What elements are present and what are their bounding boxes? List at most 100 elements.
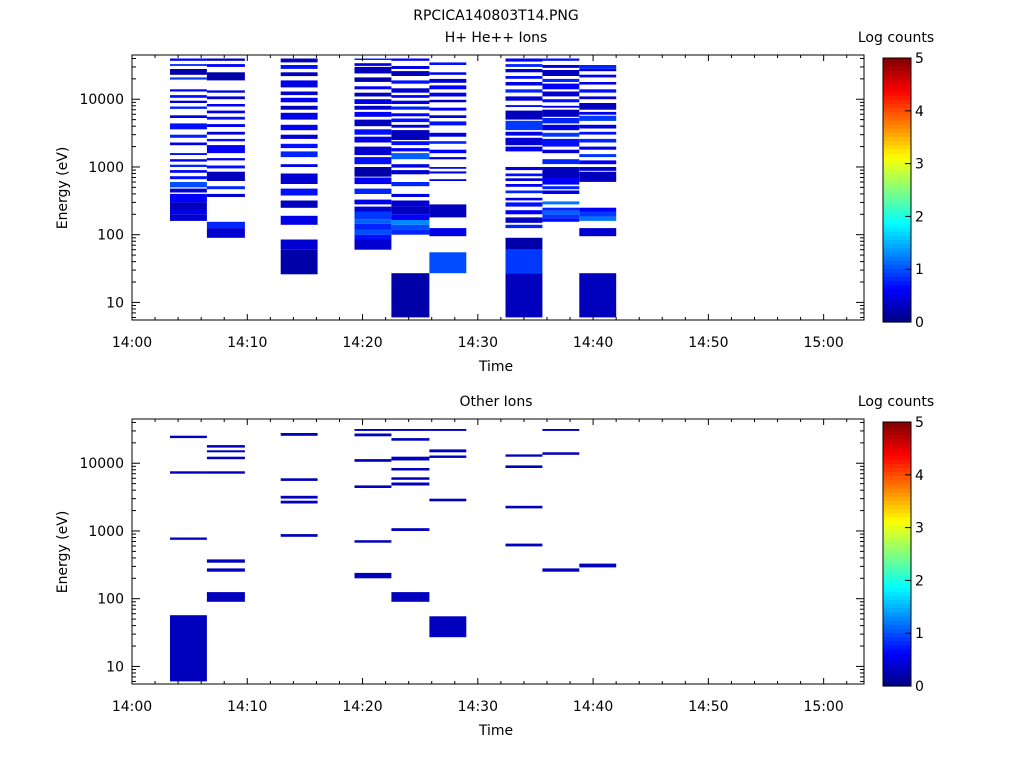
heatmap-cell <box>391 118 430 123</box>
colorbar-segment <box>883 549 911 555</box>
colorbar-segment <box>883 119 911 125</box>
heatmap-cell <box>505 249 543 274</box>
colorbar-label: Log counts <box>858 394 934 410</box>
colorbar-segment <box>883 607 911 613</box>
heatmap-cell <box>579 103 617 110</box>
heatmap-cell <box>206 104 245 107</box>
y-tick-label: 100 <box>97 592 124 608</box>
colorbar-tick-label: 2 <box>915 573 924 589</box>
heatmap-cell <box>579 138 617 143</box>
colorbar-segment <box>883 317 911 323</box>
heatmap-cell <box>391 66 430 69</box>
colorbar-segment <box>883 587 911 592</box>
heatmap-cell <box>505 120 543 131</box>
y-tick-label: 10000 <box>79 456 124 472</box>
heatmap-cell <box>505 110 543 120</box>
heatmap-cell <box>505 210 543 215</box>
heatmap-cell <box>280 112 318 120</box>
heatmap-cell <box>429 132 467 137</box>
colorbar-segment <box>883 500 911 506</box>
heatmap-cell <box>170 164 207 167</box>
panel-other-ions: Other Ions 14:00 14:10 14:20 14:30 14:40 14:5… <box>55 394 934 739</box>
heatmap-cell <box>505 184 543 187</box>
colorbar-segment <box>883 574 911 580</box>
colorbar-segment <box>883 570 911 576</box>
colorbar-segment <box>883 603 911 609</box>
heatmap-cell <box>542 78 580 82</box>
colorbar-segment <box>883 677 911 683</box>
colorbar-segment <box>883 615 911 621</box>
heatmap-cell <box>206 158 245 161</box>
heatmap-cell <box>579 228 617 237</box>
heatmap-cell <box>429 167 467 169</box>
heatmap-cell <box>429 99 467 103</box>
colorbar-segment <box>883 268 911 274</box>
colorbar-segment <box>883 525 911 530</box>
heatmap-cell <box>505 69 543 73</box>
y-tick-label: 10000 <box>79 92 124 108</box>
panel-title: H+ He++ Ions <box>445 30 548 46</box>
heatmap-cell <box>579 207 617 212</box>
heatmap-cell <box>170 182 207 188</box>
y-tick-label: 1000 <box>88 524 124 540</box>
heatmap-cell <box>280 91 318 96</box>
heatmap-cell <box>391 224 430 230</box>
heatmap-cell <box>391 206 430 215</box>
colorbar-segment <box>883 578 911 584</box>
heatmap-cell <box>206 445 245 448</box>
heatmap-cell <box>579 211 617 217</box>
heatmap-cell <box>170 176 207 180</box>
heatmap-cell <box>505 96 543 101</box>
panel-h-he-ions: H+ He++ Ions 14:00 14:10 14:20 14:30 14:40 14… <box>55 30 934 375</box>
heatmap-cell <box>170 89 207 92</box>
y-tick-label: 100 <box>97 228 124 244</box>
colorbar-segment <box>883 243 911 249</box>
x-tick-label: 14:40 <box>573 335 613 351</box>
heatmap-cell <box>579 154 617 158</box>
heatmap-cell <box>354 219 392 224</box>
heatmap-cell <box>542 452 580 455</box>
colorbar-segment <box>883 558 911 563</box>
heatmap-cells <box>170 429 617 682</box>
x-tick-label: 14:00 <box>112 335 152 351</box>
colorbar-segment <box>883 66 911 71</box>
heatmap-cell <box>542 149 580 154</box>
heatmap-cell <box>391 477 430 480</box>
heatmap-cell <box>280 72 318 77</box>
colorbar-segment <box>883 541 911 547</box>
colorbar-segment <box>883 648 911 654</box>
heatmap-cell <box>280 215 318 225</box>
heatmap-cell <box>280 124 318 131</box>
colorbar-segment <box>883 202 911 208</box>
colorbar-segment <box>883 62 911 67</box>
colorbar-tick-label: 4 <box>915 104 924 120</box>
heatmap-cell <box>579 563 617 568</box>
colorbar-segment <box>883 455 911 460</box>
heatmap-cell <box>354 223 392 230</box>
colorbar-segment <box>883 272 911 278</box>
heatmap-cell <box>206 138 245 142</box>
colorbar-segment <box>883 223 911 228</box>
x-axis: 14:00 14:10 14:20 14:30 14:40 14:50 15:00 <box>112 55 848 351</box>
heatmap-cell <box>354 433 392 437</box>
heatmap-cell <box>170 170 207 173</box>
heatmap-cell <box>505 137 543 146</box>
y-axis: 10 100 1000 10000 <box>79 421 864 682</box>
heatmap-cell <box>280 249 318 275</box>
colorbar-tick-label: 5 <box>915 415 924 431</box>
heatmap-cell <box>542 70 580 76</box>
heatmap-cell <box>170 64 207 66</box>
heatmap-cell <box>354 199 392 205</box>
colorbar-segment <box>883 644 911 650</box>
x-axis: 14:00 14:10 14:20 14:30 14:40 14:50 15:00 <box>112 419 848 715</box>
heatmap-cell <box>391 200 430 207</box>
colorbar-tick-label: 3 <box>915 521 924 537</box>
colorbar-segment <box>883 214 911 220</box>
heatmap-cell <box>170 214 207 221</box>
heatmap-cell <box>354 540 392 543</box>
x-tick-label: 14:10 <box>227 335 267 351</box>
colorbar-label: Log counts <box>858 30 934 46</box>
heatmap-cell <box>170 202 207 209</box>
heatmap-cell <box>542 99 580 103</box>
